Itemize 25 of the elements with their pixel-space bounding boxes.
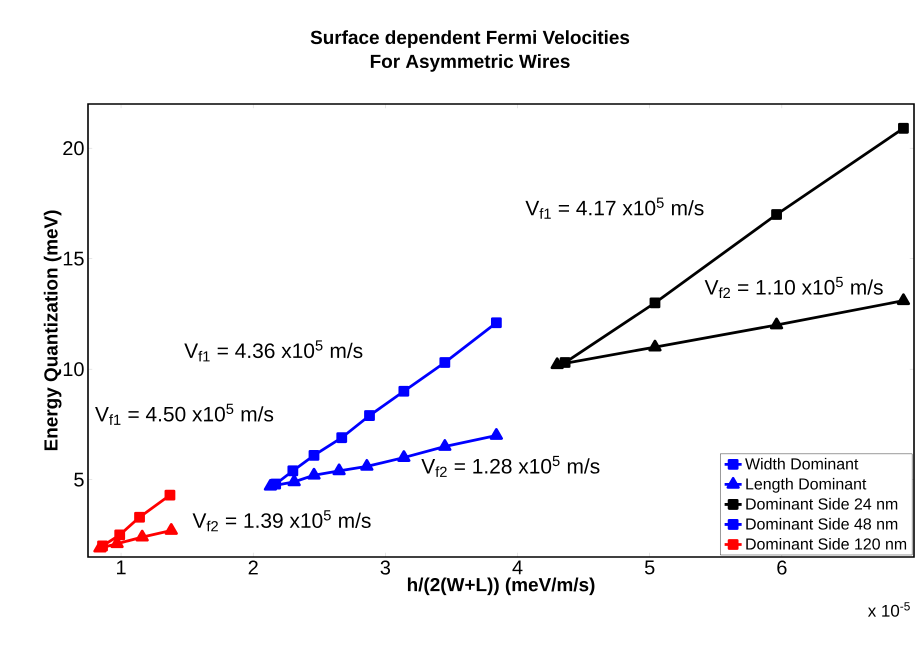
annotation: V$_{f1}$ = 4.17 x10$^{5}$ m/s	[525, 198, 704, 219]
legend-label: Dominant Side 24 nm	[746, 498, 898, 510]
x-tick-label: 6	[777, 560, 787, 575]
x-tick-label: 2	[248, 560, 258, 574]
x-tick-label: 4	[512, 560, 522, 574]
legend-label: Dominant Side 48 nm	[746, 518, 898, 530]
legend-label: Dominant Side 120 nm	[746, 538, 906, 550]
legend-label: Width Dominant	[745, 458, 858, 470]
legend-label: Length Dominant	[746, 478, 866, 493]
annotation: V$_{f2}$ = 1.28 x10$^{5}$ m/s	[421, 456, 600, 477]
annotation: V$_{f2}$ = 1.39 x10$^{5}$ m/s	[192, 510, 371, 532]
y-tick-label: 15	[64, 252, 84, 266]
text: x 10$^{-5}$	[868, 602, 910, 617]
y-tick-label: 20	[63, 141, 84, 156]
annotation: V$_{f1}$ = 4.50 x10$^{5}$ m/s	[95, 404, 274, 425]
chart-title: Surface dependent Fermi Velocities For Asymmetric Wires	[310, 30, 630, 72]
x-tick-label: 1	[117, 560, 126, 574]
x-axis-title: h/(2(W+L)) (meV/m/s)	[408, 577, 594, 596]
annotation: V$_{f2}$ = 1.10 x10$^{5}$ m/s	[704, 276, 883, 298]
y-tick-label: 5	[74, 472, 84, 487]
x-tick-label: 3	[380, 560, 390, 575]
y-axis-title: Energy Quantization (meV)	[44, 210, 62, 450]
y-tick-label: 10	[64, 362, 84, 376]
annotation: V$_{f1}$ = 4.36 x10$^{5}$ m/s	[184, 340, 362, 362]
x-tick-label: 5	[644, 560, 654, 574]
